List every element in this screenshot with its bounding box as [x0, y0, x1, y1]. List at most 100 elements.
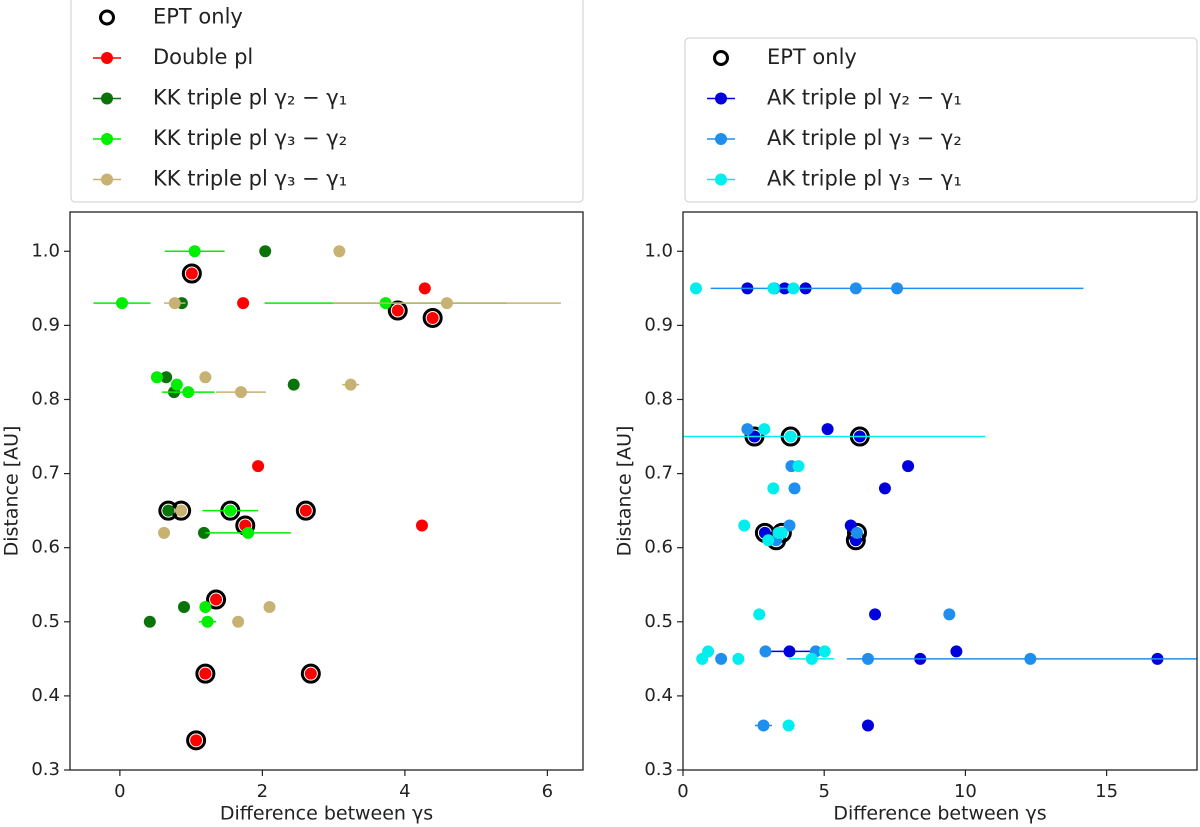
point: [818, 645, 831, 658]
y-axis-label: Distance [AU]: [1, 426, 23, 557]
x-tick-label: 2: [257, 781, 268, 802]
legend-label: AK triple pl γ₃ − γ₂: [767, 126, 962, 150]
legend-label: EPT only: [153, 5, 243, 29]
point: [440, 297, 453, 310]
y-tick-label: 0.6: [644, 537, 673, 558]
ept-marker: [186, 730, 207, 751]
plot-area: [683, 282, 1197, 732]
point: [741, 423, 754, 436]
point: [783, 519, 796, 532]
ept-marker: [422, 307, 443, 328]
point: [767, 282, 780, 295]
point: [391, 304, 404, 317]
y-tick-label: 0.6: [31, 537, 60, 558]
point: [788, 482, 801, 495]
point: [242, 526, 255, 539]
point: [757, 719, 770, 732]
point: [775, 526, 788, 539]
x-tick-label: 5: [818, 781, 829, 802]
point: [861, 652, 874, 665]
y-tick-label: 0.3: [31, 759, 60, 780]
legend-label: Double pl: [153, 45, 253, 69]
point: [333, 245, 346, 258]
point: [821, 423, 834, 436]
y-tick-label: 0.7: [644, 463, 673, 484]
point: [759, 645, 772, 658]
ept-marker: [206, 589, 227, 610]
point: [162, 504, 175, 517]
point: [201, 615, 214, 628]
point: [902, 460, 915, 473]
point: [188, 245, 201, 258]
ept-marker: [295, 500, 316, 521]
point: [158, 526, 171, 539]
point: [702, 645, 715, 658]
point: [783, 645, 796, 658]
legend-marker: [101, 133, 113, 145]
point: [116, 297, 129, 310]
point: [1024, 652, 1037, 665]
legend-marker: [101, 92, 113, 105]
point: [869, 608, 882, 621]
point: [304, 667, 317, 680]
y-tick-label: 0.4: [31, 685, 60, 706]
point: [199, 371, 212, 384]
point: [199, 667, 212, 680]
point: [784, 430, 797, 443]
point: [891, 282, 904, 295]
point: [689, 282, 702, 295]
point: [732, 652, 745, 665]
legend-label: AK triple pl γ₂ − γ₁: [767, 86, 962, 110]
point: [758, 423, 771, 436]
ept-marker: [387, 300, 408, 321]
ept-marker: [195, 663, 216, 684]
legend-marker: [715, 92, 727, 105]
x-tick-label: 15: [1095, 781, 1118, 802]
x-axis-label: Difference between γs: [220, 803, 433, 825]
legend-marker: [101, 52, 113, 64]
x-tick-label: 0: [677, 781, 688, 802]
legend-marker: [715, 173, 727, 186]
y-tick-label: 0.5: [644, 611, 673, 632]
axes-frame: [69, 211, 584, 771]
point: [878, 482, 891, 495]
point: [415, 519, 428, 532]
point: [767, 482, 780, 495]
legend-marker: [715, 133, 727, 145]
point: [263, 600, 276, 613]
legend-box: [684, 37, 1198, 203]
point: [426, 311, 439, 324]
y-tick-label: 0.7: [31, 463, 60, 484]
y-tick-label: 0.9: [31, 314, 60, 335]
point: [792, 460, 805, 473]
legend-label: KK triple pl γ₂ − γ₁: [153, 86, 347, 110]
y-tick-label: 0.5: [31, 611, 60, 632]
point: [753, 608, 766, 621]
point: [805, 652, 818, 665]
legend-label: KK triple pl γ₃ − γ₁: [153, 167, 347, 191]
y-tick-label: 0.9: [644, 314, 673, 335]
point: [259, 245, 272, 258]
x-axis-label: Difference between γs: [833, 803, 1046, 825]
point: [150, 371, 163, 384]
point: [715, 652, 728, 665]
point: [210, 593, 223, 606]
axes-frame: [682, 211, 1198, 771]
legend-marker: [713, 50, 729, 66]
y-tick-label: 0.4: [644, 685, 673, 706]
point: [170, 378, 183, 391]
point: [344, 378, 357, 391]
y-tick-label: 0.8: [644, 388, 673, 409]
ept-marker: [181, 263, 202, 284]
point: [168, 297, 181, 310]
point: [237, 297, 250, 310]
y-tick-label: 0.3: [644, 759, 673, 780]
y-axis-label: Distance [AU]: [614, 426, 636, 557]
point: [224, 504, 237, 517]
point: [762, 534, 775, 547]
x-tick-label: 6: [542, 781, 553, 802]
x-tick-label: 0: [114, 781, 125, 802]
point: [299, 504, 312, 517]
point: [287, 378, 300, 391]
x-tick-label: 4: [399, 781, 410, 802]
